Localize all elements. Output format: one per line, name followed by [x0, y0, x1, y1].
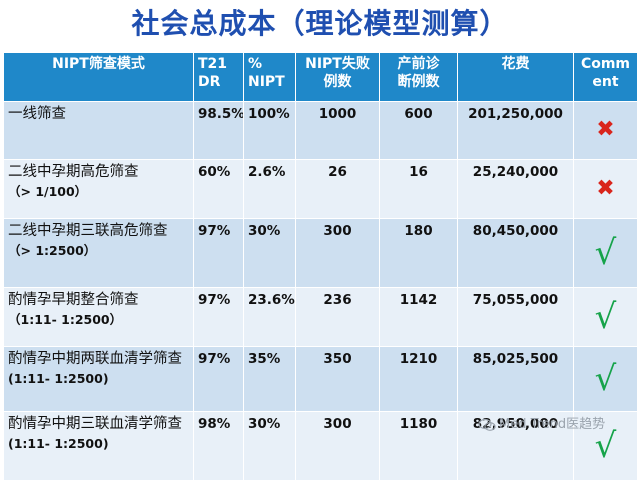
- header-row: NIPT筛查模式 T21 DR % NIPT NIPT失败 例数 产前诊 断例数…: [3, 52, 638, 102]
- table-row: 二线中孕期高危筛查 （> 1/100） 60% 2.6% 26 16 25,24…: [3, 159, 638, 219]
- cell-dr: 60%: [193, 159, 244, 219]
- cell-dr: 97%: [193, 346, 244, 412]
- cell-mode: 二线中孕期三联高危筛查 （> 1:2500）: [3, 218, 194, 288]
- slide: 社会总成本（理论模型测算） NIPT筛查模式 T21 DR % NIPT NIP…: [3, 7, 638, 481]
- header-mode-label: NIPT筛查模式: [52, 56, 145, 72]
- chat-bubble-icon: [478, 418, 496, 431]
- check-icon: √: [594, 297, 617, 337]
- slide-title: 社会总成本（理论模型测算）: [131, 7, 509, 40]
- cell-diag: 16: [379, 159, 458, 219]
- cell-diag: 1180: [379, 411, 458, 481]
- cross-icon: ✖: [596, 117, 615, 142]
- check-icon: √: [594, 359, 617, 399]
- cell-cost: 201,250,000: [457, 101, 574, 160]
- cell-cost: 80,450,000: [457, 218, 574, 288]
- cell-fail: 26: [295, 159, 380, 219]
- header-nipt-pct-label: % NIPT: [248, 56, 285, 90]
- table-row: 酌情孕中期两联血清学筛查 (1:11- 1:2500) 97% 35% 350 …: [3, 346, 638, 412]
- header-dr: T21 DR: [193, 52, 244, 102]
- mode-threshold: （> 1:2500）: [8, 243, 97, 258]
- cell-comment: ✖: [573, 159, 638, 219]
- check-icon: √: [594, 233, 617, 273]
- header-cost: 花费: [457, 52, 574, 102]
- watermark: Med Trend医趋势: [478, 414, 638, 436]
- header-cost-label: 花费: [501, 56, 530, 72]
- cell-mode: 酌情孕早期整合筛查 （1:11- 1:2500）: [3, 287, 194, 347]
- cell-nipt: 30%: [243, 411, 296, 481]
- cell-nipt: 2.6%: [243, 159, 296, 219]
- cell-fail: 350: [295, 346, 380, 412]
- cell-comment: √: [573, 346, 638, 412]
- cell-cost: 85,025,500: [457, 346, 574, 412]
- cell-cost: 25,240,000: [457, 159, 574, 219]
- cell-fail: 300: [295, 218, 380, 288]
- cross-icon: ✖: [596, 175, 615, 201]
- table-row: 酌情孕早期整合筛查 （1:11- 1:2500） 97% 23.6% 236 1…: [3, 287, 638, 347]
- cell-mode: 一线筛查: [3, 101, 194, 160]
- mode-name: 一线筛查: [8, 106, 66, 122]
- cell-diag: 1142: [379, 287, 458, 347]
- cell-mode: 二线中孕期高危筛查 （> 1/100）: [3, 159, 194, 219]
- table-row: 二线中孕期三联高危筛查 （> 1:2500） 97% 30% 300 180 8…: [3, 218, 638, 288]
- table-row: 一线筛查 98.5% 100% 1000 600 201,250,000 ✖: [3, 101, 638, 160]
- header-nipt-fail: NIPT失败 例数: [295, 52, 380, 102]
- cell-nipt: 35%: [243, 346, 296, 412]
- mode-threshold: (1:11- 1:2500): [8, 371, 109, 386]
- cell-mode: 酌情孕中期三联血清学筛查 (1:11- 1:2500): [3, 411, 194, 481]
- cost-table: NIPT筛查模式 T21 DR % NIPT NIPT失败 例数 产前诊 断例数…: [3, 52, 638, 481]
- header-prenatal-diag: 产前诊 断例数: [379, 52, 458, 102]
- cell-nipt: 100%: [243, 101, 296, 160]
- cell-dr: 98%: [193, 411, 244, 481]
- cell-nipt: 30%: [243, 218, 296, 288]
- cell-cost: 75,055,000: [457, 287, 574, 347]
- cell-fail: 1000: [295, 101, 380, 160]
- cell-diag: 1210: [379, 346, 458, 412]
- header-prenatal-diag-label: 产前诊 断例数: [397, 56, 440, 90]
- cell-comment: ✖: [573, 101, 638, 160]
- mode-threshold: （> 1/100）: [8, 184, 88, 199]
- cell-mode: 酌情孕中期两联血清学筛查 (1:11- 1:2500): [3, 346, 194, 412]
- header-nipt-pct: % NIPT: [243, 52, 296, 102]
- mode-name: 酌情孕中期两联血清学筛查: [8, 351, 182, 367]
- cell-diag: 600: [379, 101, 458, 160]
- mode-name: 二线中孕期三联高危筛查: [8, 223, 168, 239]
- cell-comment: √: [573, 287, 638, 347]
- cell-dr: 97%: [193, 287, 244, 347]
- header-comment-label: Comm ent: [580, 56, 631, 90]
- mode-threshold: （1:11- 1:2500）: [8, 312, 123, 327]
- mode-name: 酌情孕早期整合筛查: [8, 292, 139, 308]
- header-nipt-fail-label: NIPT失败 例数: [305, 56, 370, 90]
- mode-threshold: (1:11- 1:2500): [8, 436, 109, 451]
- check-icon: √: [594, 426, 617, 466]
- header-mode: NIPT筛查模式: [3, 52, 194, 102]
- mode-name: 二线中孕期高危筛查: [8, 164, 139, 180]
- watermark-text: Med Trend医趋势: [499, 417, 606, 432]
- cell-diag: 180: [379, 218, 458, 288]
- cell-nipt: 23.6%: [243, 287, 296, 347]
- cell-fail: 300: [295, 411, 380, 481]
- header-comment: Comm ent: [573, 52, 638, 102]
- cell-dr: 98.5%: [193, 101, 244, 160]
- header-dr-label: T21 DR: [198, 56, 228, 90]
- cell-fail: 236: [295, 287, 380, 347]
- mode-name: 酌情孕中期三联血清学筛查: [8, 416, 182, 432]
- cell-comment: √: [573, 218, 638, 288]
- cell-dr: 97%: [193, 218, 244, 288]
